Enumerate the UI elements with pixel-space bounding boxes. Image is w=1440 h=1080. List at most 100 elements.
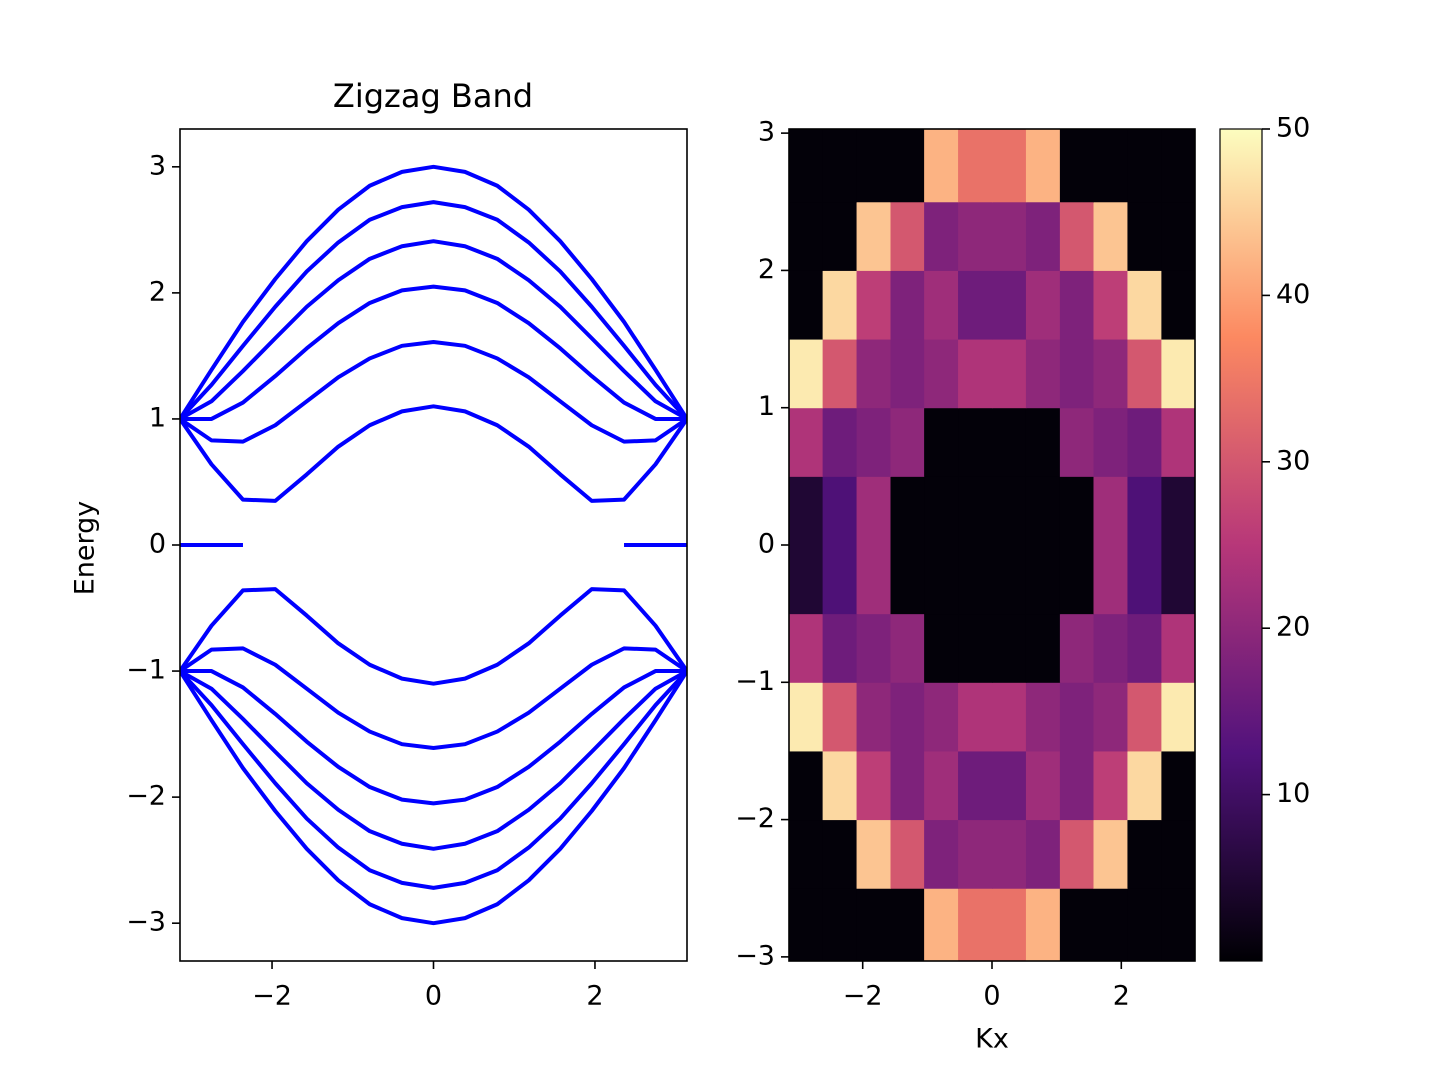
heatmap-cell [1161, 407, 1196, 477]
heatmap-cell [1161, 750, 1196, 821]
heatmap-cell [1127, 407, 1162, 477]
heatmap-cell [1093, 613, 1128, 683]
heatmap-cell [1093, 201, 1128, 271]
x-tick-label: 0 [983, 981, 1000, 1012]
heatmap-cell [856, 476, 891, 546]
heatmap-cell [1161, 682, 1196, 752]
heatmap-cell [1025, 545, 1061, 615]
band-line [180, 669, 687, 851]
heatmap-cell [1025, 476, 1061, 546]
heatmap-cell [1093, 476, 1128, 546]
heatmap-cell [958, 476, 993, 546]
y-tick-label: 2 [758, 254, 775, 285]
band-line [180, 587, 687, 686]
x-tick-label: −2 [252, 981, 292, 1012]
heatmap-cell [992, 201, 1027, 271]
heatmap-cell [958, 613, 993, 683]
heatmap-cell [1093, 270, 1128, 340]
heatmap-cell [789, 407, 824, 477]
heatmap-cell [924, 270, 959, 340]
heatmap-cell [992, 407, 1027, 477]
band-line [180, 164, 687, 421]
axes-frame [788, 128, 1196, 962]
heatmap-cell [1161, 339, 1196, 409]
heatmap-cell [1127, 129, 1162, 203]
heatmap-cell [1025, 819, 1061, 889]
heatmap-cell [1127, 476, 1162, 546]
y-tick-label: 1 [758, 391, 775, 422]
plot-area [180, 164, 687, 926]
heatmap-cell [890, 270, 925, 340]
heatmap-cell [789, 819, 824, 889]
heatmap-cell [1059, 339, 1094, 409]
heatmap-cell [958, 201, 993, 271]
heatmap-cell [992, 613, 1027, 683]
heatmap-area [789, 129, 1196, 962]
heatmap-cell [890, 201, 925, 271]
heatmap-cell [924, 407, 959, 477]
heatmap-cell [1025, 888, 1061, 962]
heatmap-cell [890, 545, 925, 615]
y-tick-label: −2 [126, 781, 166, 812]
heatmap-cell [789, 270, 824, 340]
heatmap-cell [789, 476, 824, 546]
chart-title: Zigzag Band [333, 77, 533, 115]
heatmap-cell [856, 201, 891, 271]
x-tick-label: 2 [1113, 981, 1130, 1012]
heatmap-cell [1161, 888, 1196, 962]
x-tick-label: 0 [425, 981, 442, 1012]
heatmap-cell [1127, 545, 1162, 615]
heatmap-cell [890, 613, 925, 683]
heatmap-cell [789, 682, 824, 752]
heatmap-cell [1025, 613, 1061, 683]
heatmap-cell [1161, 201, 1196, 271]
heatmap-cell [958, 407, 993, 477]
heatmap-cell [1093, 819, 1128, 889]
band-line [180, 646, 687, 750]
heatmap-cell [822, 682, 858, 752]
heatmap-cell [890, 339, 925, 409]
heatmap-cell [822, 129, 858, 203]
heatmap-cell [856, 407, 891, 477]
heatmap-cell [1059, 270, 1094, 340]
heatmap-cell [1093, 545, 1128, 615]
heatmap-cell [992, 270, 1027, 340]
heatmap-cell [1059, 201, 1094, 271]
heatmap-cell [822, 613, 858, 683]
heatmap-cell [1059, 476, 1094, 546]
heatmap-cell [1059, 129, 1094, 203]
heatmap-cell [1025, 201, 1061, 271]
heatmap-cell [958, 750, 993, 821]
heatmap-cell [1161, 270, 1196, 340]
band-line [180, 200, 687, 421]
heatmap-cell [1025, 407, 1061, 477]
band-line [180, 669, 687, 890]
heatmap-cell [1127, 682, 1162, 752]
heatmap-cell [1093, 339, 1128, 409]
heatmap-cell [856, 339, 891, 409]
heatmap-cell [924, 201, 959, 271]
y-tick-label: −3 [126, 907, 166, 938]
band-line [180, 284, 687, 421]
band-line [180, 340, 687, 444]
heatmap-cell [1059, 613, 1094, 683]
heatmap-cell [856, 545, 891, 615]
y-tick-label: −3 [735, 940, 775, 971]
colorbar [1220, 129, 1262, 961]
heatmap-cell [856, 682, 891, 752]
heatmap-cell [958, 129, 993, 203]
heatmap-cell [1025, 750, 1061, 821]
heatmap-cell [958, 339, 993, 409]
heatmap-cell [822, 545, 858, 615]
heatmap-cell [924, 545, 959, 615]
heatmap-cell [1093, 129, 1128, 203]
heatmap-cell [1025, 682, 1061, 752]
heatmap-cell [1093, 407, 1128, 477]
heatmap-cell [856, 129, 891, 203]
x-tick-label: −2 [843, 981, 883, 1012]
heatmap-cell [1161, 476, 1196, 546]
y-tick-label: 3 [149, 150, 166, 181]
heatmap-cell [1161, 819, 1196, 889]
heatmap-cell [856, 270, 891, 340]
heatmap-cell [1025, 270, 1061, 340]
